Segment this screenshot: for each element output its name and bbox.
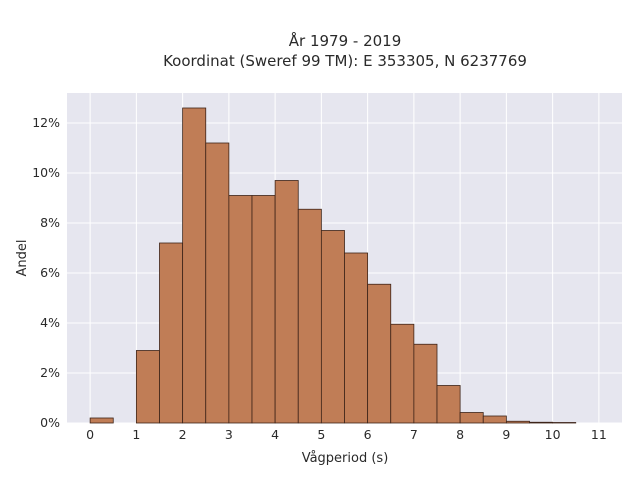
x-axis-label: Vågperiod (s) [302,451,389,466]
histogram-bar [344,252,369,424]
histogram-bar [135,350,160,424]
x-tick-label: 4 [271,427,279,442]
y-axis-ticks: 0% 2% 4% 6% 8% 10% 12% [32,115,60,430]
x-tick-label: 1 [132,427,140,442]
histogram-bar [390,323,415,424]
x-tick-label: 5 [317,427,325,442]
chart-title-line-1: År 1979 - 2019 [289,31,402,50]
bars [89,107,577,424]
histogram-bar [297,208,322,424]
histogram-bar [205,142,230,424]
histogram-bar [182,107,207,424]
histogram-bar [482,415,507,424]
histogram-bar [505,420,530,424]
histogram-bar [552,422,577,424]
y-tick-label: 6% [40,265,60,280]
histogram-bar [228,195,253,424]
histogram-bar [320,230,345,424]
x-tick-label: 7 [410,427,418,442]
chart-title-line-2: Koordinat (Sweref 99 TM): E 353305, N 62… [163,52,527,70]
y-tick-label: 4% [40,315,60,330]
y-tick-label: 12% [32,115,60,130]
histogram-bar [459,412,484,424]
histogram-bar [274,180,299,424]
x-tick-label: 10 [545,427,561,442]
y-tick-label: 0% [40,415,60,430]
x-tick-label: 9 [502,427,510,442]
x-tick-label: 2 [179,427,187,442]
x-axis-ticks: 0 1 2 3 4 5 6 7 8 9 10 11 [86,427,607,442]
histogram-bar [436,385,461,424]
x-tick-label: 3 [225,427,233,442]
x-tick-label: 6 [364,427,372,442]
histogram-bar [89,417,114,424]
histogram-bar [529,421,554,424]
x-tick-label: 11 [591,427,607,442]
y-axis-label: Andel [15,240,30,277]
x-tick-label: 0 [86,427,94,442]
histogram-bar [367,283,392,424]
y-tick-label: 8% [40,215,60,230]
histogram-bar [159,242,184,424]
y-tick-label: 2% [40,365,60,380]
y-tick-label: 10% [32,165,60,180]
x-tick-label: 8 [456,427,464,442]
histogram-bar [251,195,276,424]
histogram-bar [413,343,438,424]
